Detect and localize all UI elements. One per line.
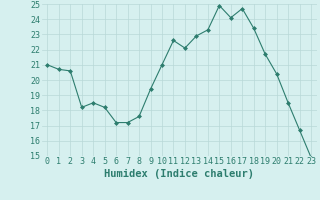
X-axis label: Humidex (Indice chaleur): Humidex (Indice chaleur) bbox=[104, 169, 254, 179]
